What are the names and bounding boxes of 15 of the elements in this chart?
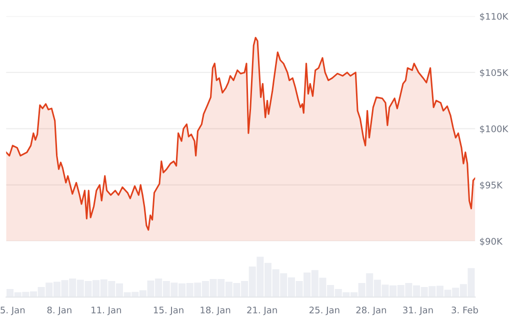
y-tick-label: $110K [480, 12, 508, 22]
x-tick-label: 5. Jan [0, 306, 25, 316]
x-tick-label: 28. Jan [356, 306, 386, 316]
y-tick-label: $105K [480, 69, 508, 78]
x-tick-label: 18. Jan [200, 306, 230, 316]
x-tick-label: 15. Jan [154, 306, 184, 316]
y-tick-label: $100K [480, 125, 508, 134]
x-tick-label: 25. Jan [310, 306, 340, 316]
y-tick-label: $95K [480, 181, 503, 190]
x-tick-label: 3. Feb [452, 306, 478, 314]
x-tick-label: 8. Jan [47, 306, 72, 316]
x-tick-label: 11. Jan [92, 306, 121, 316]
y-tick-label: $90K [480, 238, 503, 246]
x-tick-label: 21. Jan [247, 306, 277, 316]
x-tick-label: 31. Jan [403, 306, 433, 316]
